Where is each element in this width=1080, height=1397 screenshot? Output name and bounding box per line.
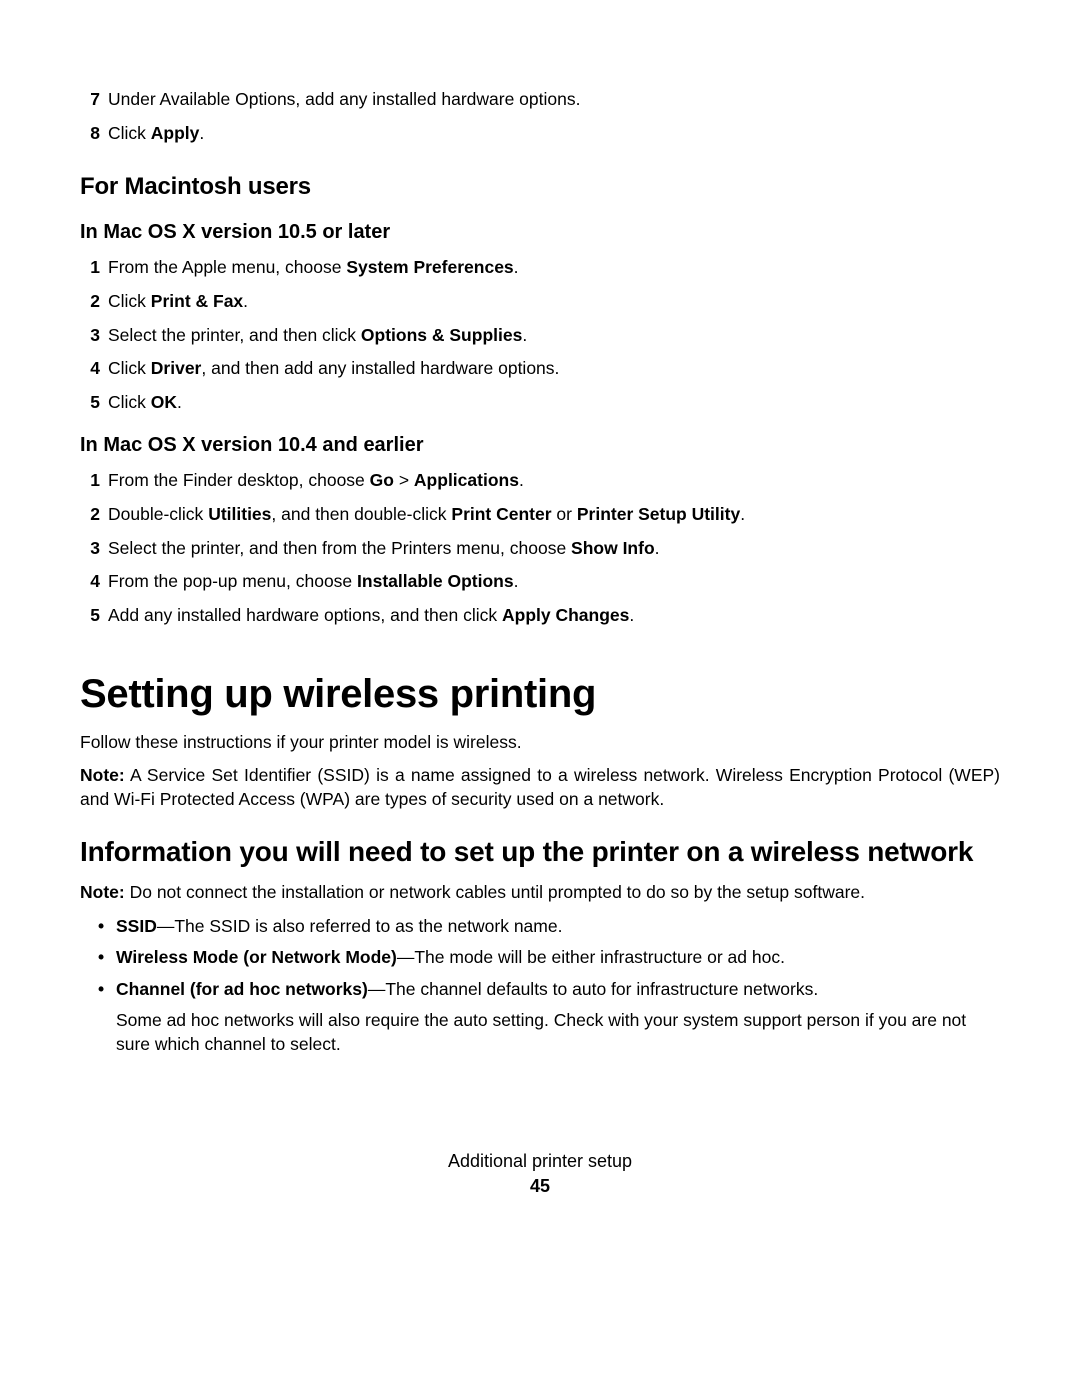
info-bullet-list: •SSID—The SSID is also referred to as th… <box>80 915 1000 1057</box>
step-text: Click Apply. <box>108 122 1000 146</box>
wireless-note: Note: A Service Set Identifier (SSID) is… <box>80 764 1000 811</box>
list-item: 3Select the printer, and then click Opti… <box>80 324 1000 348</box>
step-text: From the pop-up menu, choose Installable… <box>108 570 1000 594</box>
bullet-text: SSID—The SSID is also referred to as the… <box>116 915 1000 939</box>
list-item: 3Select the printer, and then from the P… <box>80 537 1000 561</box>
heading-mac-105: In Mac OS X version 10.5 or later <box>80 221 1000 244</box>
list-item: 1From the Finder desktop, choose Go > Ap… <box>80 469 1000 493</box>
step-text: Under Available Options, add any install… <box>108 88 1000 112</box>
step-text: Click Print & Fax. <box>108 290 1000 314</box>
step-number: 3 <box>80 324 108 348</box>
list-item: 5Add any installed hardware options, and… <box>80 604 1000 628</box>
footer-section-title: Additional printer setup <box>0 1151 1080 1172</box>
step-text: Select the printer, and then click Optio… <box>108 324 1000 348</box>
bullet-dot: • <box>98 915 116 939</box>
step-text: Add any installed hardware options, and … <box>108 604 1000 628</box>
heading-mac-104: In Mac OS X version 10.4 and earlier <box>80 434 1000 457</box>
heading-info-needed: Information you will need to set up the … <box>80 835 1000 869</box>
list-item: 4From the pop-up menu, choose Installabl… <box>80 570 1000 594</box>
step-number: 4 <box>80 570 108 594</box>
step-number: 2 <box>80 503 108 527</box>
bullet-item: •Wireless Mode (or Network Mode)—The mod… <box>80 946 1000 970</box>
step-number: 5 <box>80 604 108 628</box>
step-text: Select the printer, and then from the Pr… <box>108 537 1000 561</box>
mac-104-steps-list: 1From the Finder desktop, choose Go > Ap… <box>80 469 1000 627</box>
bullet-item: •SSID—The SSID is also referred to as th… <box>80 915 1000 939</box>
heading-macintosh: For Macintosh users <box>80 173 1000 201</box>
step-text: From the Apple menu, choose System Prefe… <box>108 256 1000 280</box>
step-number: 3 <box>80 537 108 561</box>
bullet-dot: • <box>98 978 116 1002</box>
heading-wireless: Setting up wireless printing <box>80 672 1000 717</box>
step-text: Click Driver, and then add any installed… <box>108 357 1000 381</box>
bullet-text: Channel (for ad hoc networks)—The channe… <box>116 978 1000 1002</box>
info-note: Note: Do not connect the installation or… <box>80 881 1000 905</box>
wireless-intro: Follow these instructions if your printe… <box>80 731 1000 755</box>
footer-page-number: 45 <box>0 1176 1080 1197</box>
bullet-text: Wireless Mode (or Network Mode)—The mode… <box>116 946 1000 970</box>
bullet-subtext: Some ad hoc networks will also require t… <box>80 1009 1000 1056</box>
step-number: 1 <box>80 469 108 493</box>
step-number: 8 <box>80 122 108 146</box>
step-text: Click OK. <box>108 391 1000 415</box>
step-text: From the Finder desktop, choose Go > App… <box>108 469 1000 493</box>
list-item: 2Double-click Utilities, and then double… <box>80 503 1000 527</box>
mac-105-steps-list: 1From the Apple menu, choose System Pref… <box>80 256 1000 414</box>
list-item: 1From the Apple menu, choose System Pref… <box>80 256 1000 280</box>
top-steps-list: 7Under Available Options, add any instal… <box>80 88 1000 145</box>
list-item: 5Click OK. <box>80 391 1000 415</box>
document-page: 7Under Available Options, add any instal… <box>0 0 1080 1057</box>
bullet-dot: • <box>98 946 116 970</box>
list-item: 2Click Print & Fax. <box>80 290 1000 314</box>
list-item: 4Click Driver, and then add any installe… <box>80 357 1000 381</box>
bullet-item: •Channel (for ad hoc networks)—The chann… <box>80 978 1000 1002</box>
page-footer: Additional printer setup 45 <box>0 1151 1080 1197</box>
step-number: 7 <box>80 88 108 112</box>
step-number: 4 <box>80 357 108 381</box>
list-item: 8Click Apply. <box>80 122 1000 146</box>
step-text: Double-click Utilities, and then double-… <box>108 503 1000 527</box>
step-number: 2 <box>80 290 108 314</box>
step-number: 5 <box>80 391 108 415</box>
list-item: 7Under Available Options, add any instal… <box>80 88 1000 112</box>
step-number: 1 <box>80 256 108 280</box>
